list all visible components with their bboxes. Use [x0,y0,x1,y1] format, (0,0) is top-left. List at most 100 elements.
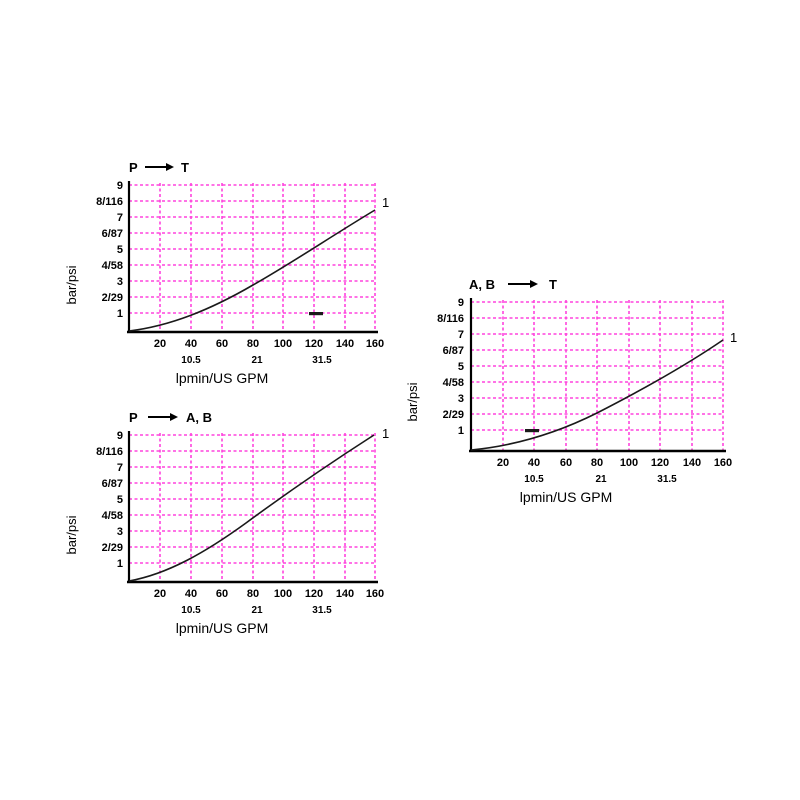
x-axis-label: lpmin/US GPM [520,489,613,505]
y-tick: 8/116 [96,446,123,458]
x-tick: 60 [216,338,228,350]
x-tick: 100 [620,457,638,469]
x-tick: 100 [274,588,292,600]
pressure-drop-curve [470,339,724,451]
y-tick-labels: 9 8/116 7 6/87 5 4/58 3 2/29 1 [96,180,123,320]
y-tick: 8/116 [437,313,464,325]
x-tick: 140 [336,588,354,600]
x-tick: 40 [185,588,197,600]
pressure-drop-curve [128,434,375,582]
x-tick-sub: 10.5 [181,355,201,366]
chart-title-target: T [549,277,557,292]
reference-marker [525,429,539,433]
x-tick: 40 [185,338,197,350]
y-tick: 5 [458,361,464,373]
y-tick: 7 [117,462,123,474]
chart-p-to-ab: P A, B bar/psi 9 8/116 7 6/87 5 4/58 3 2… [60,405,400,640]
y-tick: 7 [117,212,123,224]
y-tick: 5 [117,244,123,256]
arrow-right-icon [145,163,174,171]
y-tick: 6/87 [102,478,123,490]
curve-id-label: 1 [382,426,389,441]
x-tick: 120 [305,588,323,600]
y-tick: 9 [117,430,123,442]
y-tick-labels: 9 8/116 7 6/87 5 4/58 3 2/29 1 [437,297,464,437]
x-tick: 160 [366,588,384,600]
x-tick-sub: 21 [595,474,607,485]
x-tick-sub: 31.5 [312,355,332,366]
x-tick-labels: 20 40 60 80 100 120 140 160 [154,338,384,350]
x-axis-label: lpmin/US GPM [176,620,269,636]
x-tick-sub: 10.5 [181,605,201,616]
y-axis-label: bar/psi [64,515,79,554]
y-tick: 2/29 [102,292,123,304]
x-tick: 100 [274,338,292,350]
y-tick: 1 [117,308,123,320]
x-tick: 60 [216,588,228,600]
x-tick-sub: 31.5 [312,605,332,616]
x-tick-labels-secondary: 10.5 21 31.5 [181,605,332,616]
reference-marker [309,312,323,316]
y-tick: 7 [458,329,464,341]
plot-grid [129,433,376,581]
y-tick: 2/29 [443,409,464,421]
y-tick: 5 [117,494,123,506]
x-tick-labels: 20 40 60 80 100 120 140 160 [497,457,732,469]
y-tick-labels: 9 8/116 7 6/87 5 4/58 3 2/29 1 [96,430,123,570]
y-tick: 8/116 [96,196,123,208]
y-tick: 4/58 [102,510,123,522]
chart-title-source: P [129,160,138,175]
x-tick: 80 [247,588,259,600]
y-tick: 3 [117,526,123,538]
x-tick: 140 [336,338,354,350]
x-tick: 20 [497,457,509,469]
pressure-drop-curve [128,209,376,332]
x-tick-sub: 10.5 [524,474,544,485]
y-tick: 6/87 [443,345,464,357]
y-tick: 4/58 [443,377,464,389]
chart-title-source: A, B [469,277,495,292]
y-tick: 1 [458,425,464,437]
x-tick: 80 [591,457,603,469]
chart-title-source: P [129,410,138,425]
y-tick: 1 [117,558,123,570]
y-axis-label: bar/psi [405,382,420,421]
arrow-right-icon [508,280,538,288]
x-tick: 140 [683,457,701,469]
x-tick-labels-secondary: 10.5 21 31.5 [524,474,677,485]
x-tick-sub: 21 [251,605,263,616]
x-tick: 120 [651,457,669,469]
x-tick: 160 [714,457,732,469]
x-tick: 20 [154,338,166,350]
chart-p-to-ab-svg: P A, B bar/psi 9 8/116 7 6/87 5 4/58 3 2… [64,410,389,636]
x-tick: 40 [528,457,540,469]
chart-ab-to-t: A, B T bar/psi 9 8/116 7 6/87 5 4/58 3 2… [403,272,748,507]
y-tick: 3 [458,393,464,405]
y-tick: 4/58 [102,260,123,272]
chart-title-target: A, B [186,410,212,425]
plot-grid [129,183,376,331]
x-tick: 160 [366,338,384,350]
arrow-right-icon [148,413,178,421]
plot-grid [471,300,724,450]
x-tick: 120 [305,338,323,350]
x-axis-label: lpmin/US GPM [176,370,269,386]
chart-p-to-t: P T bar/psi 9 8/116 7 6/87 5 4/58 3 2/29… [60,155,400,390]
x-tick-sub: 21 [251,355,263,366]
x-tick-labels-secondary: 10.5 21 31.5 [181,355,332,366]
chart-p-to-t-svg: P T bar/psi 9 8/116 7 6/87 5 4/58 3 2/29… [64,160,389,386]
y-tick: 9 [117,180,123,192]
chart-ab-to-t-svg: A, B T bar/psi 9 8/116 7 6/87 5 4/58 3 2… [405,277,737,505]
y-tick: 2/29 [102,542,123,554]
x-tick: 60 [560,457,572,469]
y-axis-label: bar/psi [64,265,79,304]
x-tick: 80 [247,338,259,350]
curve-id-label: 1 [382,195,389,210]
chart-title-target: T [181,160,189,175]
y-tick: 6/87 [102,228,123,240]
y-tick: 9 [458,297,464,309]
x-tick-labels: 20 40 60 80 100 120 140 160 [154,588,384,600]
x-tick-sub: 31.5 [657,474,677,485]
curve-id-label: 1 [730,330,737,345]
x-tick: 20 [154,588,166,600]
